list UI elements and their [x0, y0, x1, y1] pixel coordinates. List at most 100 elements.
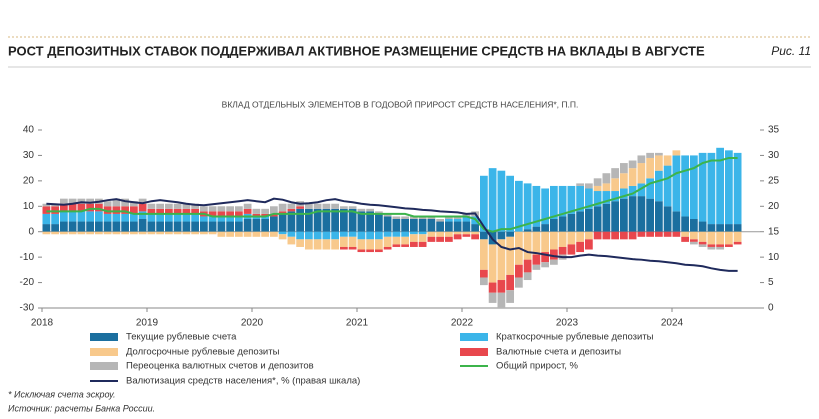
bar-segment	[436, 221, 444, 232]
bar-segment	[226, 231, 234, 237]
bar-segment	[182, 203, 191, 209]
bar-segment	[60, 231, 68, 235]
bar-segment	[611, 231, 619, 240]
bar-segment	[383, 246, 392, 250]
bar-segment	[637, 231, 646, 237]
bar-segment	[375, 231, 383, 240]
bar-segment	[243, 219, 252, 232]
bar-segment	[646, 178, 654, 199]
bar-segment	[156, 221, 164, 232]
bar-segment	[593, 191, 602, 207]
bar-segment	[191, 221, 199, 232]
y2-tick-label: 35	[768, 125, 780, 136]
bar-segment	[366, 211, 374, 232]
bar-segment	[663, 231, 672, 237]
y-tick-label: 30	[23, 150, 35, 161]
bar-segment	[453, 234, 462, 240]
bar-segment	[672, 231, 681, 237]
bar-segment	[672, 211, 681, 232]
bar-segment	[138, 198, 147, 204]
bar-segment	[698, 241, 707, 245]
bar-segment	[445, 219, 453, 222]
bar-segment	[620, 188, 628, 199]
bar-segment	[182, 208, 191, 214]
bar-segment	[733, 224, 742, 232]
bar-segment	[366, 208, 374, 212]
bar-segment	[313, 231, 322, 240]
bar-segment	[532, 231, 541, 255]
bar-segment	[585, 208, 593, 232]
bar-segment	[165, 213, 173, 222]
line-series	[46, 156, 738, 233]
bar-segment	[42, 224, 51, 232]
legend-swatch	[90, 333, 118, 341]
bar-segment	[313, 239, 322, 250]
bar-segment	[453, 221, 462, 232]
bar-segment	[331, 203, 339, 209]
bar-segment	[681, 216, 689, 232]
bar-segment	[497, 280, 506, 293]
bar-segment	[95, 211, 103, 222]
bar-segment	[716, 244, 724, 247]
legend-swatch	[460, 348, 488, 356]
bar-segment	[173, 213, 182, 222]
bar-segment	[637, 155, 646, 164]
bar-segment	[261, 219, 269, 232]
bar-segment	[690, 241, 698, 245]
bar-segment	[523, 272, 532, 281]
bar-segment	[585, 239, 593, 250]
y2-tick-label: 20	[768, 201, 780, 212]
bar-segment	[462, 231, 471, 235]
y2-tick-label: 25	[768, 175, 780, 186]
bar-segment	[60, 198, 68, 204]
bar-segment	[532, 264, 541, 270]
bar-segment	[576, 231, 584, 242]
bar-segment	[541, 231, 549, 253]
bar-segment	[165, 203, 173, 209]
bar-segment	[392, 216, 401, 219]
bar-segment	[611, 191, 619, 202]
bar-segment	[42, 203, 51, 207]
bar-segment	[261, 216, 269, 219]
bar-segment	[383, 216, 392, 232]
bar-segment	[418, 216, 427, 219]
bar-segment	[427, 236, 436, 242]
bar-segment	[637, 183, 646, 197]
bar-segment	[305, 231, 313, 240]
bar-segment	[208, 216, 217, 222]
bar-segment	[401, 236, 409, 245]
bar-segment	[121, 231, 129, 235]
y-tick-label: -30	[20, 303, 35, 314]
y2-tick-label: 5	[768, 277, 774, 288]
bar-segment	[226, 221, 234, 232]
bar-segment	[707, 231, 716, 245]
bar-segment	[182, 231, 191, 235]
bar-segment	[95, 203, 103, 212]
bar-segment	[340, 208, 348, 232]
bar-segment	[112, 231, 121, 235]
bar-segment	[77, 203, 86, 212]
bar-segment	[217, 216, 226, 222]
bar-segment	[716, 147, 724, 225]
bar-segment	[86, 203, 94, 212]
bar-segment	[278, 211, 287, 214]
bar-segment	[191, 208, 199, 214]
legend-swatch	[90, 348, 118, 356]
bar-segment	[261, 213, 269, 217]
bar-segment	[138, 211, 147, 219]
bar-segment	[191, 213, 199, 222]
bar-segment	[550, 249, 558, 260]
bar-segment	[296, 239, 304, 247]
bar-segment	[401, 219, 409, 232]
x-tick-label: 2019	[136, 318, 159, 329]
bar-segment	[593, 178, 602, 186]
bar-segment	[436, 231, 444, 237]
bar-segment	[313, 203, 322, 209]
bar-segment	[418, 219, 427, 232]
bar-segment	[200, 221, 208, 232]
x-tick-label: 2021	[346, 318, 369, 329]
bar-segment	[427, 219, 436, 232]
bar-segment	[672, 150, 681, 156]
bar-segment	[576, 241, 584, 253]
bar-segment	[445, 221, 453, 232]
